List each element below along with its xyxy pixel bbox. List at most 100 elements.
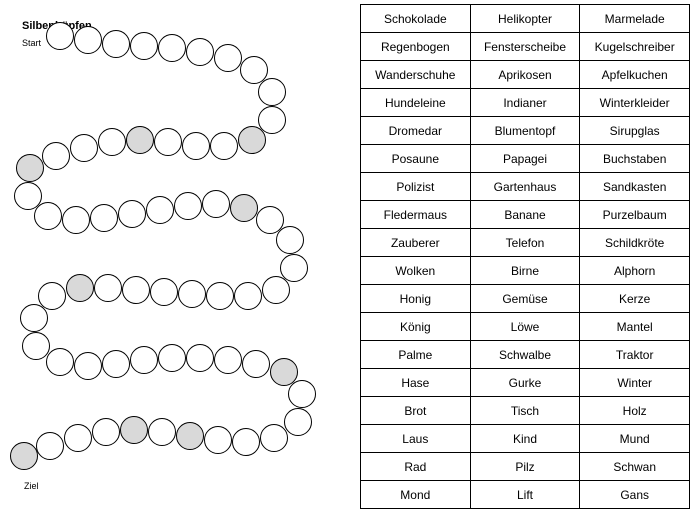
word-cell: Banane xyxy=(470,201,580,229)
word-cell: Aprikosen xyxy=(470,61,580,89)
table-row: HonigGemüseKerze xyxy=(361,285,690,313)
game-board: Silbenhüpfen Start Ziel xyxy=(0,0,355,500)
word-table: SchokoladeHelikopterMarmeladeRegenbogenF… xyxy=(360,4,690,509)
board-circle xyxy=(238,126,266,154)
board-circle xyxy=(66,274,94,302)
board-circle xyxy=(102,30,130,58)
board-circle xyxy=(182,132,210,160)
board-circle xyxy=(46,22,74,50)
board-circle xyxy=(186,344,214,372)
board-circle xyxy=(74,26,102,54)
word-cell: Kind xyxy=(470,425,580,453)
word-cell: König xyxy=(361,313,471,341)
table-row: KönigLöweMantel xyxy=(361,313,690,341)
board-circle xyxy=(176,422,204,450)
word-cell: Hundeleine xyxy=(361,89,471,117)
board-circle xyxy=(258,78,286,106)
board-circle xyxy=(242,350,270,378)
table-row: PosaunePapageiBuchstaben xyxy=(361,145,690,173)
word-cell: Mond xyxy=(361,481,471,509)
word-cell: Posaune xyxy=(361,145,471,173)
board-circle xyxy=(98,128,126,156)
board-circle xyxy=(158,34,186,62)
board-circle xyxy=(288,380,316,408)
word-cell: Gans xyxy=(580,481,690,509)
word-cell: Wanderschuhe xyxy=(361,61,471,89)
word-cell: Gartenhaus xyxy=(470,173,580,201)
word-cell: Alphorn xyxy=(580,257,690,285)
table-row: WolkenBirneAlphorn xyxy=(361,257,690,285)
board-circle xyxy=(92,418,120,446)
word-cell: Mund xyxy=(580,425,690,453)
board-circle xyxy=(126,126,154,154)
table-body: SchokoladeHelikopterMarmeladeRegenbogenF… xyxy=(361,5,690,509)
word-cell: Honig xyxy=(361,285,471,313)
word-cell: Mantel xyxy=(580,313,690,341)
board-circle xyxy=(16,154,44,182)
word-cell: Schildkröte xyxy=(580,229,690,257)
word-cell: Buchstaben xyxy=(580,145,690,173)
board-circle xyxy=(148,418,176,446)
board-circle xyxy=(214,44,242,72)
table-row: ZaubererTelefonSchildkröte xyxy=(361,229,690,257)
table-row: LausKindMund xyxy=(361,425,690,453)
word-cell: Polizist xyxy=(361,173,471,201)
board-circle xyxy=(202,190,230,218)
board-circle xyxy=(130,346,158,374)
board-circle xyxy=(130,32,158,60)
word-cell: Wolken xyxy=(361,257,471,285)
word-cell: Schwalbe xyxy=(470,341,580,369)
word-cell: Indianer xyxy=(470,89,580,117)
board-circle xyxy=(146,196,174,224)
table-row: MondLiftGans xyxy=(361,481,690,509)
board-circle xyxy=(210,132,238,160)
board-circle xyxy=(262,276,290,304)
word-cell: Laus xyxy=(361,425,471,453)
word-cell: Pilz xyxy=(470,453,580,481)
word-cell: Sandkasten xyxy=(580,173,690,201)
word-cell: Telefon xyxy=(470,229,580,257)
board-circle xyxy=(234,282,262,310)
word-cell: Schwan xyxy=(580,453,690,481)
word-cell: Helikopter xyxy=(470,5,580,33)
table-row: HaseGurkeWinter xyxy=(361,369,690,397)
board-circle xyxy=(174,192,202,220)
board-circle xyxy=(74,352,102,380)
board-circle xyxy=(276,226,304,254)
board-circle xyxy=(42,142,70,170)
board-circle xyxy=(204,426,232,454)
board-circle xyxy=(206,282,234,310)
table-row: SchokoladeHelikopterMarmelade xyxy=(361,5,690,33)
word-cell: Winterkleider xyxy=(580,89,690,117)
board-circle xyxy=(102,350,130,378)
word-cell: Birne xyxy=(470,257,580,285)
word-cell: Kugelschreiber xyxy=(580,33,690,61)
board-circle xyxy=(284,408,312,436)
word-cell: Apfelkuchen xyxy=(580,61,690,89)
board-circle xyxy=(20,304,48,332)
table-row: RegenbogenFensterscheibeKugelschreiber xyxy=(361,33,690,61)
board-circle xyxy=(22,332,50,360)
word-cell: Traktor xyxy=(580,341,690,369)
board-circle xyxy=(46,348,74,376)
table-row: FledermausBananePurzelbaum xyxy=(361,201,690,229)
word-cell: Winter xyxy=(580,369,690,397)
word-cell: Gurke xyxy=(470,369,580,397)
word-cell: Kerze xyxy=(580,285,690,313)
word-cell: Rad xyxy=(361,453,471,481)
word-cell: Tisch xyxy=(470,397,580,425)
word-cell: Holz xyxy=(580,397,690,425)
board-circle xyxy=(10,442,38,470)
word-cell: Dromedar xyxy=(361,117,471,145)
word-cell: Purzelbaum xyxy=(580,201,690,229)
word-cell: Brot xyxy=(361,397,471,425)
word-cell: Palme xyxy=(361,341,471,369)
table-row: PalmeSchwalbeTraktor xyxy=(361,341,690,369)
board-circle xyxy=(158,344,186,372)
table-row: HundeleineIndianerWinterkleider xyxy=(361,89,690,117)
board-circle xyxy=(90,204,118,232)
board-circle xyxy=(230,194,258,222)
word-cell: Hase xyxy=(361,369,471,397)
word-cell: Regenbogen xyxy=(361,33,471,61)
table-row: RadPilzSchwan xyxy=(361,453,690,481)
